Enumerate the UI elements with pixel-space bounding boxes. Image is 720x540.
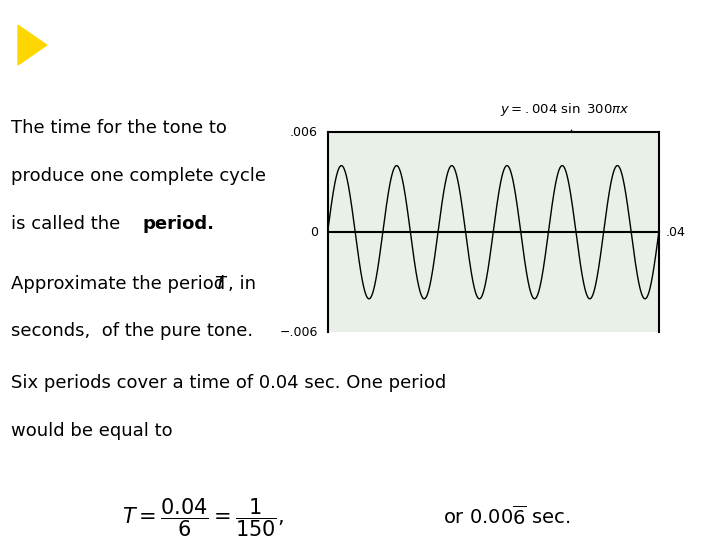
- Text: .04: .04: [665, 226, 685, 239]
- Text: DESCRIBING A MUSICAL TONE FROM A: DESCRIBING A MUSICAL TONE FROM A: [252, 23, 639, 40]
- Text: Six periods cover a time of 0.04 sec. One period: Six periods cover a time of 0.04 sec. On…: [11, 374, 446, 392]
- Text: period.: period.: [143, 214, 215, 233]
- Text: seconds,  of the pure tone.: seconds, of the pure tone.: [11, 322, 253, 340]
- Text: ALWAYS LEARNING: ALWAYS LEARNING: [11, 519, 95, 529]
- Text: .006: .006: [289, 126, 318, 139]
- Polygon shape: [18, 25, 47, 65]
- Text: Example 6b: Example 6b: [54, 31, 199, 51]
- Text: −.006: −.006: [279, 326, 318, 339]
- Text: is called the: is called the: [11, 214, 126, 233]
- Text: $T = \dfrac{0.04}{6} = \dfrac{1}{150},$: $T = \dfrac{0.04}{6} = \dfrac{1}{150},$: [122, 497, 284, 539]
- Text: , in: , in: [228, 275, 256, 293]
- Text: or $0.00\overline{6}$ sec.: or $0.00\overline{6}$ sec.: [443, 505, 570, 529]
- Text: produce one complete cycle: produce one complete cycle: [11, 167, 266, 185]
- Text: PEARSON: PEARSON: [528, 515, 624, 533]
- Text: would be equal to: would be equal to: [11, 422, 172, 440]
- Text: 18: 18: [690, 517, 707, 531]
- Text: T: T: [215, 275, 225, 293]
- Text: Copyright © 2013, 2009, 2005 Pearson Education, Inc.: Copyright © 2013, 2009, 2005 Pearson Edu…: [168, 519, 436, 529]
- Text: The time for the tone to: The time for the tone to: [11, 119, 227, 137]
- Text: GRAPH (continued): GRAPH (continued): [252, 56, 446, 74]
- FancyArrowPatch shape: [554, 130, 572, 186]
- Text: 0: 0: [310, 226, 318, 239]
- Text: Approximate the period: Approximate the period: [11, 275, 230, 293]
- Text: $y = .004\ \sin\ 300\pi x$: $y = .004\ \sin\ 300\pi x$: [500, 100, 630, 118]
